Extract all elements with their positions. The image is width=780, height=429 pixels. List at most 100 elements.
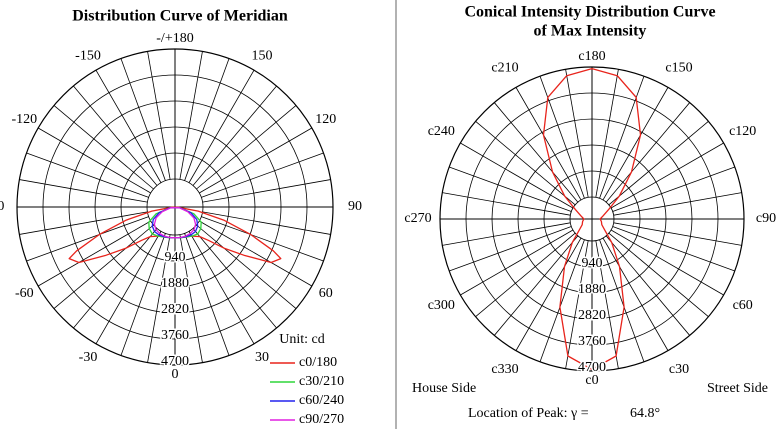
grid-spoke — [179, 51, 203, 180]
grid-spoke — [19, 211, 148, 235]
grid-spoke — [201, 152, 324, 198]
angle-tick-label: c240 — [428, 124, 455, 139]
grid-spoke — [201, 216, 324, 262]
angle-tick-label: 90 — [348, 199, 362, 214]
grid-spoke — [188, 231, 255, 345]
grid-spoke — [26, 152, 149, 198]
grid-spoke — [449, 166, 572, 212]
grid-spoke — [565, 240, 589, 369]
grid-spoke — [19, 179, 148, 203]
peak-location-value: 64.8° — [630, 406, 660, 421]
angle-tick-label: 60 — [319, 286, 333, 301]
grid-spoke — [199, 220, 313, 287]
grid-spoke — [184, 233, 230, 356]
grid-spoke — [192, 228, 277, 329]
grid-spoke — [202, 179, 331, 203]
grid-spoke — [449, 226, 572, 272]
grid-spoke — [73, 85, 158, 186]
radial-tick-label: 4700 — [578, 360, 606, 375]
series-curve-max-intensity — [542, 67, 642, 371]
grid-spoke — [147, 234, 171, 363]
grid-spoke — [608, 232, 709, 318]
grid-spoke — [608, 120, 709, 206]
angle-tick-label: c300 — [428, 298, 455, 313]
angle-tick-label: c60 — [733, 298, 753, 313]
grid-spoke — [202, 211, 331, 235]
grid-spoke — [460, 142, 574, 209]
grid-spoke — [565, 69, 589, 198]
grid-spoke — [442, 192, 571, 216]
angle-tick-label: c270 — [404, 211, 431, 226]
grid-spoke — [515, 87, 582, 201]
grid-spoke — [460, 229, 574, 296]
meridian-distribution-chart: Distribution Curve of Meridian -/+180 150 1… — [0, 8, 362, 428]
grid-spoke — [539, 76, 585, 199]
radial-tick-label: 2820 — [578, 308, 606, 323]
grid-spoke — [199, 127, 313, 194]
legend-label: c0/180 — [299, 355, 337, 370]
angle-tick-label: -120 — [11, 112, 37, 127]
legend-label: c90/270 — [299, 412, 344, 427]
grid-spoke — [95, 231, 162, 345]
house-side-label: House Side — [412, 381, 476, 396]
angle-tick-label: c210 — [491, 61, 518, 76]
grid-spoke — [53, 105, 154, 190]
radial-tick-label: 3760 — [161, 328, 189, 343]
grid-spoke — [595, 240, 619, 369]
grid-spoke — [95, 69, 162, 183]
polar-grid — [16, 48, 334, 366]
radial-tick-label: 940 — [165, 250, 186, 265]
grid-spoke — [613, 192, 742, 216]
grid-spoke — [493, 102, 579, 203]
grid-spoke — [37, 220, 151, 287]
grid-spoke — [539, 239, 585, 362]
grid-spoke — [475, 120, 576, 206]
grid-spoke — [26, 216, 149, 262]
angle-tick-label: c150 — [665, 61, 692, 76]
grid-spoke — [599, 239, 645, 362]
grid-spoke — [605, 235, 691, 336]
grid-spoke — [147, 51, 171, 180]
grid-spoke — [602, 87, 669, 201]
grid-spoke — [493, 235, 579, 336]
grid-spoke — [610, 142, 724, 209]
grid-spoke — [53, 224, 154, 309]
legend-unit-label: Unit: cd — [279, 332, 325, 347]
angle-tick-label: 0 — [172, 367, 179, 382]
angle-tick-label: c0 — [585, 373, 598, 388]
grid-spoke — [73, 228, 158, 329]
angle-tick-label: -60 — [15, 286, 34, 301]
grid-spoke — [599, 76, 645, 199]
series-curve-c90-270 — [153, 207, 197, 239]
grid-spoke — [196, 224, 297, 309]
angle-tick-label: -30 — [79, 350, 98, 365]
chart-subtitle: of Max Intensity — [534, 23, 647, 40]
grid-spoke — [605, 102, 691, 203]
peak-location-label: Location of Peak: γ = — [468, 406, 589, 421]
angle-tick-label: -/+180 — [156, 31, 193, 46]
grid-spoke — [179, 234, 203, 363]
grid-spoke — [37, 127, 151, 194]
legend-label: c30/210 — [299, 374, 344, 389]
grid-spoke — [120, 58, 166, 181]
polar-grid — [439, 66, 745, 372]
grid-spoke — [192, 85, 277, 186]
angle-tick-label: c90 — [756, 211, 776, 226]
grid-spoke — [602, 237, 669, 351]
radial-tick-label: 3760 — [578, 334, 606, 349]
angle-tick-label: 120 — [315, 112, 336, 127]
grid-spoke — [613, 222, 742, 246]
grid-spoke — [612, 166, 735, 212]
grid-spoke — [188, 69, 255, 183]
angle-tick-label: c30 — [669, 362, 689, 377]
angle-tick-label: -150 — [75, 49, 101, 64]
chart-title: Conical Intensity Distribution Curve — [464, 4, 715, 21]
grid-spoke — [610, 229, 724, 296]
angle-tick-label: c330 — [491, 362, 518, 377]
legend-label: c60/240 — [299, 393, 344, 408]
street-side-label: Street Side — [707, 381, 768, 396]
radial-tick-label: 1880 — [578, 282, 606, 297]
grid-spoke — [442, 222, 571, 246]
